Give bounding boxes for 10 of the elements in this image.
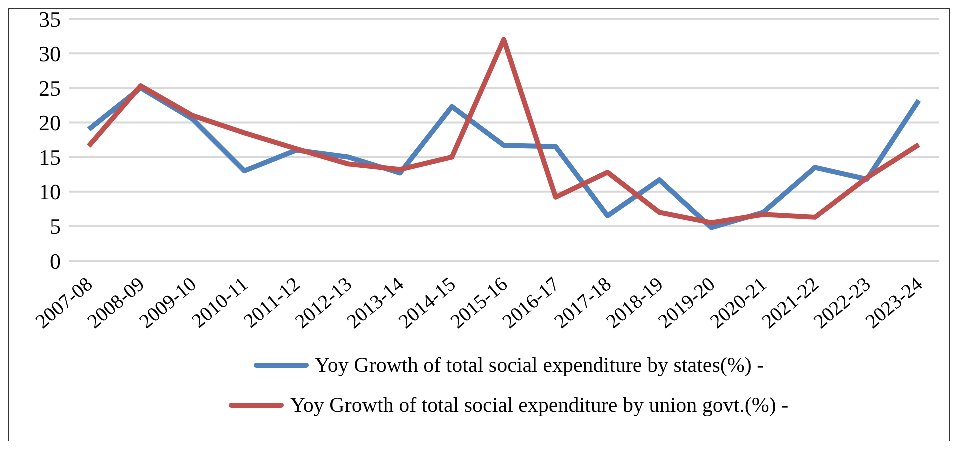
y-tick-label: 35 <box>39 6 61 32</box>
y-tick-label: 10 <box>39 180 61 205</box>
legend-label: Yoy Growth of total social expenditure by states(%) - <box>314 352 764 378</box>
y-tick-label: 15 <box>39 145 61 170</box>
y-tick-label: 25 <box>39 76 61 101</box>
y-tick-label: 30 <box>39 41 61 66</box>
y-tick-label: 20 <box>39 110 61 136</box>
y-tick-label: 5 <box>50 214 61 240</box>
y-tick-label: 0 <box>50 248 61 274</box>
legend-label: Yoy Growth of total social expenditure by union govt.(%) - <box>290 392 789 418</box>
